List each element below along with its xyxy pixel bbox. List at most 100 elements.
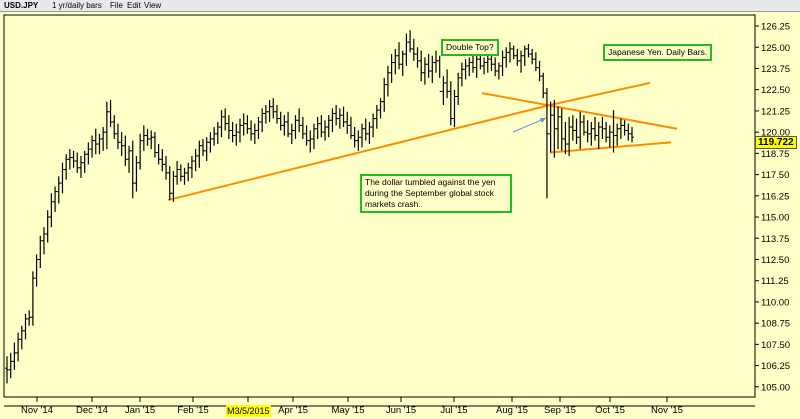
price-bar	[23, 313, 28, 340]
price-bar	[404, 33, 409, 66]
price-bar	[463, 59, 468, 80]
y-tick-label: 126.25	[761, 22, 790, 33]
price-bar	[241, 113, 246, 136]
price-bar	[552, 99, 557, 158]
price-bar	[93, 128, 98, 155]
arrow-head	[540, 118, 546, 123]
price-bar	[215, 121, 220, 145]
price-bar	[448, 81, 453, 126]
price-bar	[519, 50, 524, 73]
price-bar	[38, 235, 43, 268]
price-bar	[596, 121, 601, 150]
price-bar	[297, 108, 302, 133]
price-bar	[382, 77, 387, 112]
price-bar	[49, 193, 54, 228]
price-bar	[356, 130, 361, 151]
x-tick-label: Jun '15	[386, 405, 416, 416]
price-bar	[593, 116, 598, 141]
price-bar	[201, 138, 206, 156]
x-tick-label: Oct '15	[595, 405, 625, 416]
price-bar	[433, 50, 438, 73]
view-menu[interactable]: View	[144, 1, 162, 10]
price-bar	[30, 271, 35, 326]
price-bar	[186, 162, 191, 182]
price-bar	[337, 108, 342, 129]
price-bar	[226, 115, 231, 139]
price-bar	[249, 120, 254, 141]
price-bar	[630, 127, 634, 143]
dollar-tumbled-annotation: The dollar tumbled against the yen durin…	[360, 174, 512, 213]
price-bar	[289, 123, 294, 145]
price-bar	[82, 150, 87, 173]
price-bar	[408, 30, 413, 53]
price-bars	[5, 30, 634, 384]
file-menu[interactable]: File	[110, 1, 123, 10]
price-bar	[119, 132, 124, 156]
price-bar	[267, 99, 272, 122]
price-bar	[522, 45, 527, 66]
price-bar	[45, 210, 50, 243]
price-bar	[19, 325, 24, 350]
price-bar	[101, 127, 106, 151]
y-tick-label: 117.50	[761, 170, 789, 181]
price-bar	[260, 108, 265, 133]
price-bar	[367, 121, 372, 145]
y-tick-label: 106.25	[761, 361, 790, 372]
price-bar	[348, 116, 353, 139]
price-bar	[556, 106, 561, 150]
price-bar	[611, 110, 616, 153]
price-bar	[585, 120, 590, 143]
y-tick-label: 121.25	[761, 106, 790, 117]
price-bar	[112, 115, 117, 139]
price-bar	[315, 116, 320, 139]
price-bar	[604, 121, 609, 143]
edit-menu[interactable]: Edit	[127, 1, 141, 10]
price-bar	[219, 110, 224, 138]
x-tick-label: Jan '15	[125, 405, 155, 416]
price-bar	[419, 50, 424, 82]
price-bar	[385, 65, 390, 97]
period-selector[interactable]: 1 yr/daily bars	[52, 1, 102, 10]
price-bar	[197, 140, 202, 168]
price-bar	[544, 88, 549, 199]
price-bar	[589, 121, 594, 146]
price-bar	[493, 57, 498, 77]
price-bar	[393, 48, 398, 75]
price-bar	[178, 164, 183, 182]
x-tick-label: Dec '14	[76, 405, 108, 416]
price-bar	[345, 111, 350, 134]
price-bar	[474, 54, 479, 78]
price-bar	[334, 104, 339, 126]
price-bar	[530, 48, 535, 65]
price-bar	[496, 62, 501, 80]
annotation-arrow	[512, 117, 547, 133]
price-bar	[570, 115, 575, 141]
y-tick-label: 110.00	[761, 297, 789, 308]
price-bar	[130, 140, 135, 199]
price-bar	[160, 149, 165, 172]
price-bar	[115, 123, 120, 150]
price-bar	[152, 132, 157, 158]
japanese-yen-annotation: Japanese Yen. Daily Bars.	[603, 44, 713, 61]
price-bar	[127, 145, 132, 173]
price-bar	[507, 42, 512, 63]
price-bar	[67, 149, 72, 170]
price-bar	[134, 155, 139, 192]
price-bar	[97, 133, 102, 155]
price-bar	[8, 352, 13, 379]
price-bar	[581, 115, 586, 136]
symbol-label[interactable]: USD.JPY	[4, 1, 39, 10]
price-bar	[164, 155, 169, 180]
price-bar	[237, 118, 242, 143]
price-bar	[189, 155, 194, 178]
price-bar	[182, 167, 187, 185]
price-bar	[138, 133, 143, 170]
y-tick-label: 107.50	[761, 340, 790, 351]
price-bar	[533, 52, 538, 72]
price-bar	[53, 186, 58, 212]
x-tick-label: Sep '15	[544, 405, 576, 416]
price-bar	[626, 123, 631, 141]
price-bar	[212, 127, 217, 146]
y-tick-label: 125.00	[761, 43, 790, 54]
price-bar	[360, 123, 365, 148]
